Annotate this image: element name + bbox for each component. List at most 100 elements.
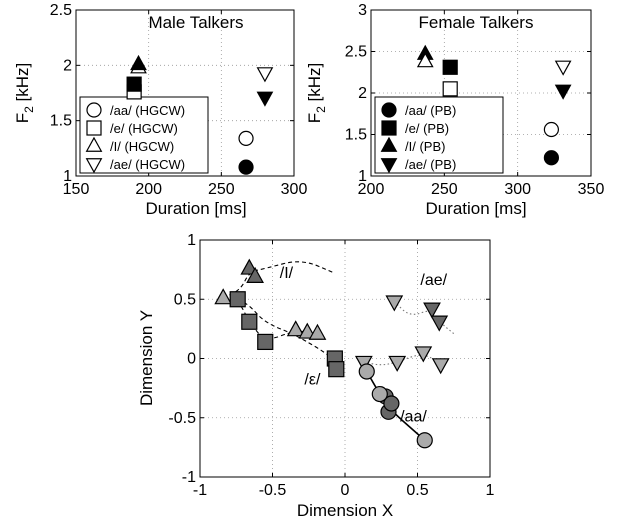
female-chart-title: Female Talkers (419, 13, 534, 32)
male-x-tick-label: 150 (63, 181, 90, 198)
male-marker-triangle-down (256, 91, 274, 107)
female-legend: /aa/ (PB) /e/ (PB) /I/ (PB) /ae/ (PB) (374, 96, 504, 174)
female-marker-triangle-down (554, 84, 572, 100)
female-y-tick-label: 2.5 (345, 44, 367, 61)
mds-x-tick-label: 0 (341, 482, 350, 499)
male-x-tick-label: 300 (281, 181, 308, 198)
male-marker-square (126, 76, 142, 92)
male-legend-label: /aa/ (HGCW) (110, 103, 185, 118)
female-marker-circle (543, 150, 560, 166)
female-y-axis-label-main: F (305, 113, 324, 123)
female-talkers-chart: 200 250 300 350 1 1.5 2 2.5 3 Female Talkers Dur… (305, 2, 604, 218)
male-x-tick-label: 250 (208, 181, 235, 198)
female-ticks: 200 250 300 350 1 1.5 2 2.5 3 (345, 2, 605, 198)
female-legend-label: /I/ (PB) (405, 139, 445, 154)
male-marker-circle (238, 159, 254, 175)
female-y-tick-label: 3 (358, 2, 367, 19)
male-legend-marker-triangle-up (85, 136, 103, 152)
male-y-axis-label-unit: [kHz] (13, 63, 32, 106)
female-legend-marker-triangle-up (380, 136, 398, 152)
female-markers (416, 44, 572, 166)
female-y-tick-label: 1 (358, 168, 367, 185)
mds-marker-I (214, 288, 233, 305)
male-marker-triangle-up (130, 54, 147, 71)
female-legend-label: /e/ (PB) (405, 121, 449, 136)
female-legend-marker-triangle-down (380, 158, 398, 174)
female-marker-triangle-down (554, 60, 572, 76)
male-legend-marker-square (86, 120, 102, 136)
male-legend-label: /e/ (HGCW) (110, 121, 178, 136)
female-x-tick-label: 300 (504, 181, 531, 198)
mds-chart: -1 -0.5 0 0.5 1 -1 -0.5 0 0.5 1 /I/ /ae/ /ε/ /aa/ Di… (137, 232, 495, 520)
mds-marker-I (246, 266, 264, 283)
male-y-axis-label: F2 [kHz] (13, 63, 36, 124)
male-chart-title: Male Talkers (148, 13, 243, 32)
female-y-tick-label: 2 (358, 85, 367, 102)
female-legend-marker-circle (381, 102, 397, 118)
mds-x-tick-label: 1 (486, 482, 495, 499)
female-marker-triangle-up (416, 52, 434, 68)
mds-x-axis-label: Dimension X (297, 501, 393, 520)
mds-annotation: /aa/ (400, 408, 427, 425)
male-y-tick-label: 1 (63, 168, 72, 185)
mds-grid (200, 240, 490, 477)
female-x-axis-label: Duration [ms] (425, 199, 526, 218)
mds-x-tick-label: 0.5 (406, 482, 428, 499)
mds-y-axis-label: Dimension Y (137, 310, 156, 406)
female-legend-label: /aa/ (PB) (405, 103, 456, 118)
mds-marker-e (241, 313, 258, 330)
mds-annotation: /ae/ (420, 272, 447, 289)
mds-marker-e (328, 361, 345, 378)
mds-y-tick-label: -1 (182, 469, 196, 486)
mds-x-tick-label: -1 (193, 482, 207, 499)
mds-marker-I (286, 320, 305, 337)
mds-annotations: /I/ /ae/ /ε/ /aa/ (280, 265, 448, 425)
mds-marker-ae (414, 346, 433, 363)
mds-marker-ae (385, 295, 404, 312)
female-y-axis-label-sub: 2 (314, 106, 328, 113)
female-x-tick-label: 200 (358, 181, 385, 198)
female-y-axis-label-unit: [kHz] (305, 63, 324, 106)
mds-y-tick-label: -0.5 (168, 410, 196, 427)
female-y-tick-label: 1.5 (345, 127, 367, 144)
male-x-axis-label: Duration [ms] (145, 199, 246, 218)
male-y-tick-label: 2 (63, 57, 72, 74)
male-talkers-chart: 150 200 250 300 1 1.5 2 2.5 Male Talkers Durati… (13, 2, 307, 218)
mds-markers (214, 258, 450, 449)
male-y-tick-label: 1.5 (50, 113, 72, 130)
female-marker-square (442, 81, 458, 97)
male-y-axis-label-main: F (13, 113, 32, 123)
male-legend-label: /ae/ (HGCW) (110, 157, 185, 172)
mds-annotation: /ε/ (304, 372, 321, 389)
male-ticks: 150 200 250 300 1 1.5 2 2.5 (50, 2, 308, 198)
female-x-tick-label: 250 (431, 181, 458, 198)
female-x-tick-label: 350 (578, 181, 605, 198)
mds-marker-aa (371, 385, 388, 403)
mds-marker-e (229, 291, 246, 308)
mds-marker-ae (388, 355, 407, 372)
male-marker-triangle-down (256, 67, 274, 83)
male-legend-marker-triangle-down (85, 158, 103, 174)
mds-x-tick-label: -0.5 (259, 482, 287, 499)
mds-marker-ae (430, 315, 449, 332)
male-legend-marker-circle (86, 102, 102, 118)
female-legend-marker-square (381, 120, 397, 136)
male-markers (126, 54, 274, 175)
male-y-axis-label-sub: 2 (22, 106, 36, 113)
male-legend-label: /I/ (HGCW) (110, 139, 174, 154)
mds-y-tick-label: 1 (187, 232, 196, 249)
mds-marker-aa (358, 363, 375, 380)
mds-trajectory-dashed (237, 298, 337, 370)
female-legend-label: /ae/ (PB) (405, 157, 456, 172)
male-legend: /aa/ (HGCW) /e/ (HGCW) /I/ (HGCW) /ae/ (HGC… (79, 96, 209, 174)
female-marker-square (442, 59, 458, 75)
mds-annotation: /I/ (280, 265, 294, 282)
mds-marker-aa (416, 432, 433, 449)
male-y-tick-label: 2.5 (50, 2, 72, 19)
mds-y-tick-label: 0 (187, 351, 196, 368)
mds-marker-ae (431, 358, 450, 375)
female-marker-circle (543, 121, 560, 138)
mds-marker-e (257, 333, 274, 351)
mds-marker-aa (383, 395, 400, 412)
